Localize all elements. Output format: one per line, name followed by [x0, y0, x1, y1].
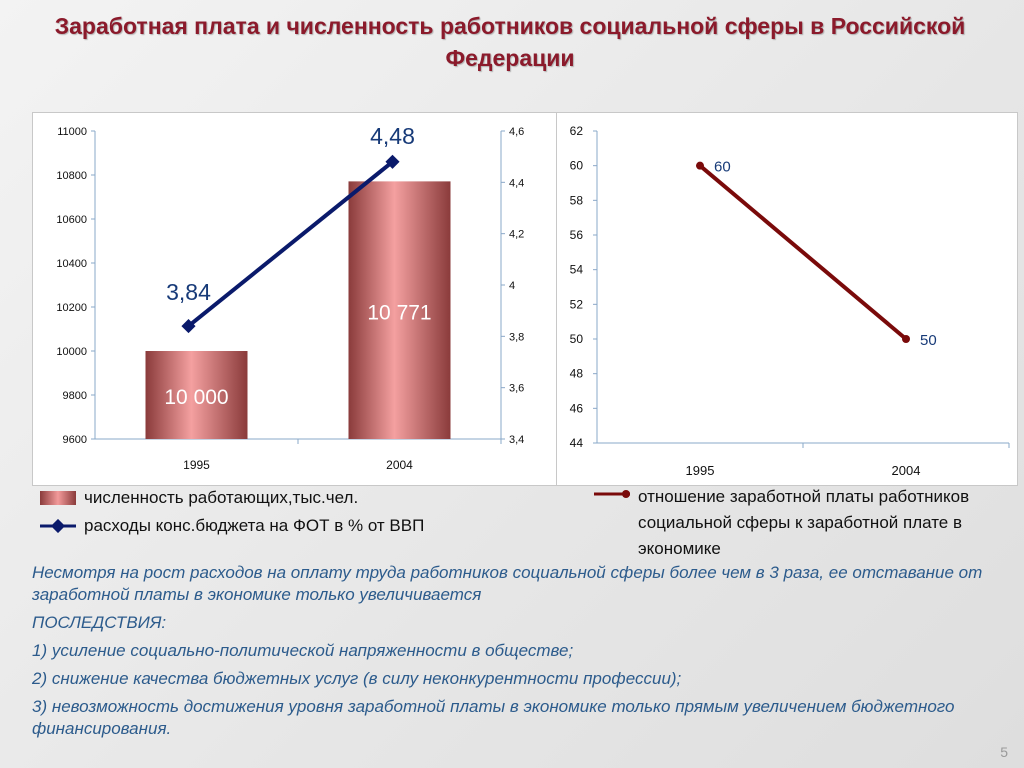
note-consequences-heading: ПОСЛЕДСТВИЯ:	[32, 613, 167, 632]
note-item-1: 1) усиление социально-политической напря…	[32, 641, 574, 660]
ratio-tick-label: 44	[570, 436, 584, 450]
bar-legend-swatch	[40, 491, 76, 505]
right-tick-label: 4,6	[509, 126, 524, 138]
note-item-3: 3) невозможность достижения уровня зараб…	[32, 697, 955, 738]
page-title: Заработная плата и численность работнико…	[54, 13, 966, 71]
payroll-data-label: 4,48	[370, 123, 415, 149]
left-tick-label: 10800	[56, 170, 87, 182]
legend-label-payroll: расходы конс.бюджета на ФОТ в % от ВВП	[84, 516, 425, 535]
legend-item-headcount: численность работающих,тыс.чел.	[40, 484, 424, 512]
ratio-marker-1995	[696, 161, 704, 170]
payroll-data-label: 3,84	[166, 279, 211, 305]
ratio-tick-label: 56	[570, 228, 584, 242]
right-tick-label: 3,6	[509, 383, 524, 395]
ratio-legend-swatch	[594, 490, 630, 498]
payroll-marker-1995	[181, 318, 196, 334]
right-tick-label: 4,4	[509, 177, 524, 189]
left-chart-legend: численность работающих,тыс.чел. расходы …	[40, 484, 424, 540]
left-tick-label: 9800	[63, 390, 87, 402]
ratio-tick-label: 58	[570, 193, 584, 207]
ratio-x-tick-label: 1995	[686, 463, 715, 478]
ratio-x-tick-label: 2004	[892, 463, 921, 478]
right-tick-label: 3,8	[509, 331, 524, 343]
left-tick-label: 10000	[56, 346, 87, 358]
right-chart-panel: 44 46 48 50 52 54 56 58 60 62 1995 2004 60 50	[556, 112, 1018, 486]
ratio-data-label: 60	[714, 159, 731, 176]
ratio-tick-label: 50	[570, 332, 584, 346]
x-tick-label: 2004	[386, 458, 413, 472]
right-tick-label: 3,4	[509, 434, 524, 446]
ratio-tick-label: 46	[570, 401, 584, 415]
payroll-line	[187, 160, 394, 328]
left-tick-label: 10600	[56, 214, 87, 226]
ratio-tick-label: 48	[570, 367, 584, 381]
payroll-marker-2004	[385, 154, 400, 169]
ratio-tick-label: 52	[570, 297, 584, 311]
bar-data-label: 10 000	[164, 386, 228, 409]
right-chart: 44 46 48 50 52 54 56 58 60 62 1995 2004 60 50	[570, 124, 1010, 478]
ratio-marker-2004	[902, 335, 910, 343]
note-intro: Несмотря на рост расходов на оплату труд…	[32, 563, 983, 604]
notes-block: Несмотря на рост расходов на оплату труд…	[32, 562, 992, 746]
x-tick-label: 1995	[183, 458, 210, 472]
left-tick-label: 11000	[57, 126, 87, 138]
bar-headcount-2004	[348, 181, 451, 439]
legend-label-ratio: отношение заработной платы работников со…	[638, 487, 970, 558]
ratio-tick-label: 54	[570, 263, 584, 277]
right-tick-label: 4,2	[509, 229, 524, 241]
right-tick-label: 4	[509, 280, 515, 292]
ratio-tick-label: 62	[570, 124, 584, 138]
ratio-data-label: 50	[920, 332, 937, 349]
left-chart: 9600 9800 10000 10200 10400 10600 10800 11000 3,…	[56, 123, 524, 472]
ratio-tick-label: 60	[570, 159, 584, 173]
left-tick-label: 10200	[56, 302, 87, 314]
bar-data-label: 10 771	[367, 301, 431, 324]
ratio-line	[698, 164, 908, 341]
legend-label-headcount: численность работающих,тыс.чел.	[84, 488, 359, 507]
left-tick-label: 10400	[56, 258, 87, 270]
note-item-2: 2) снижение качества бюджетных услуг (в …	[32, 669, 682, 688]
line-legend-swatch	[40, 519, 76, 533]
left-tick-label: 9600	[63, 434, 87, 446]
bar-headcount-1995	[145, 351, 248, 439]
page-number: 5	[1000, 744, 1008, 760]
right-chart-legend: отношение заработной платы работников со…	[592, 484, 988, 562]
left-chart-panel: 9600 9800 10000 10200 10400 10600 10800 11000 3,…	[32, 112, 586, 486]
legend-item-payroll: расходы конс.бюджета на ФОТ в % от ВВП	[40, 512, 424, 540]
